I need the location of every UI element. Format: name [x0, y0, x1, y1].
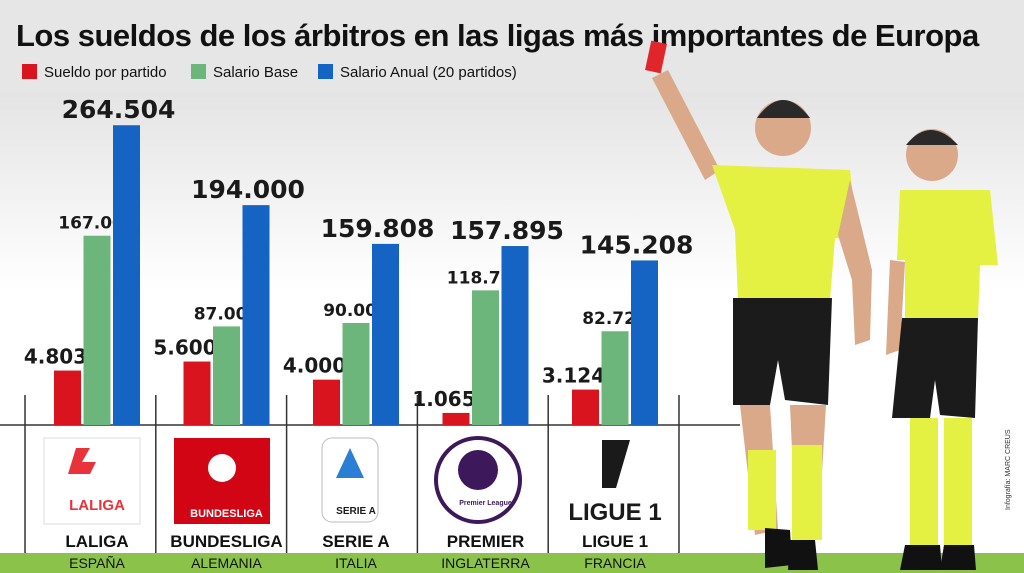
legend-swatch: [191, 64, 206, 79]
bar: [472, 290, 499, 425]
legend-label: Sueldo por partido: [44, 64, 167, 81]
value-label: 3.124: [542, 364, 605, 388]
legend-label: Salario Base: [213, 64, 298, 81]
category-label: SERIE A: [322, 532, 389, 551]
value-label: 1.065: [412, 387, 475, 411]
header-band: [0, 0, 1024, 92]
bar: [572, 389, 599, 425]
value-label: 157.895: [450, 216, 564, 245]
bar: [342, 323, 370, 425]
category-label: LIGUE 1: [582, 532, 648, 551]
logo-text: LALIGA: [69, 497, 125, 514]
credit: Infografía: MARC CREUS: [1005, 429, 1012, 510]
category-label: LALIGA: [65, 532, 128, 551]
country-label: FRANCIA: [584, 555, 646, 571]
value-label: 194.000: [191, 175, 305, 204]
bar: [631, 260, 658, 425]
logo-text: LIGUE 1: [568, 499, 661, 526]
bar: [372, 243, 399, 425]
value-label: 145.208: [580, 230, 694, 259]
bar: [213, 326, 240, 425]
bar: [442, 412, 470, 425]
category-label: PREMIER: [447, 532, 524, 551]
bar: [83, 235, 111, 425]
bar: [601, 331, 629, 425]
value-label: 159.808: [321, 214, 435, 243]
bar: [313, 379, 340, 425]
bar: [113, 125, 140, 426]
value-label: 264.504: [62, 95, 176, 124]
bar: [242, 205, 270, 425]
country-label: ESPAÑA: [69, 555, 125, 571]
country-label: ALEMANIA: [191, 555, 262, 571]
legend-swatch: [318, 64, 333, 79]
bar: [183, 361, 211, 425]
bar: [501, 246, 529, 425]
country-label: ITALIA: [335, 555, 377, 571]
referee-illustration: [645, 40, 998, 570]
chart-title: Los sueldos de los árbitros en las ligas…: [16, 18, 980, 53]
value-label: 4.803: [24, 345, 87, 369]
country-label: INGLATERRA: [441, 555, 530, 571]
logo-text: Premier League: [459, 500, 512, 507]
logo-text: SERIE A: [336, 506, 376, 517]
bar: [54, 370, 81, 425]
value-label: 4.000: [283, 354, 346, 378]
logo-text: BUNDESLIGA: [190, 508, 263, 520]
logos: [43, 436, 630, 525]
category-label: BUNDESLIGA: [170, 532, 282, 551]
legend-label: Salario Anual (20 partidos): [340, 64, 517, 81]
legend-swatch: [22, 64, 37, 79]
value-label: 5.600: [153, 336, 216, 360]
